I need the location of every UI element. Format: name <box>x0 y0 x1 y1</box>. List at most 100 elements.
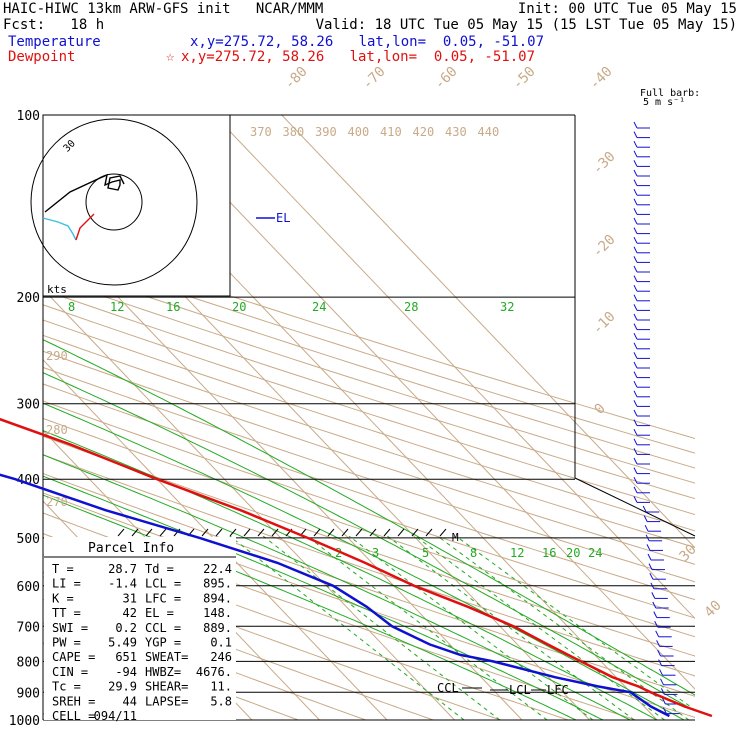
wind-barb-flag <box>633 169 638 177</box>
dry-adiabat-line <box>43 576 434 720</box>
model-title: HAIC-HIWC 13km ARW-GFS init NCAR/MMM <box>3 1 324 17</box>
isotherm-label: -70 <box>360 64 389 93</box>
wind-barb-flag <box>652 601 657 609</box>
wind-barb-flag <box>633 457 638 465</box>
wind-barb-flag <box>643 515 648 522</box>
wind-barb-flag <box>657 649 662 657</box>
wind-barb-flag <box>644 524 649 532</box>
pressure-tick-label: 100 <box>17 109 40 124</box>
pressure-tick-label: 200 <box>17 291 40 306</box>
dry-adiabat-line <box>43 350 695 565</box>
mixing-ratio-line <box>225 536 465 720</box>
dry-adiabat-line <box>43 246 695 454</box>
dry-adiabat-label: 440 <box>478 125 500 139</box>
parcel-value: 094/11 <box>94 709 137 723</box>
parcel-key: CAPE = <box>52 650 95 664</box>
mixing-ratio-grid <box>225 536 695 720</box>
parcel-info-panel: Parcel Info T = 28.7 Td = 22.4 LI = -1.4 LCL =… <box>44 537 236 723</box>
wind-barb-flag <box>633 256 638 263</box>
stable-layer-hatch <box>369 528 377 537</box>
parcel-value: 895. <box>203 577 232 591</box>
parcel-key: SREH = <box>52 694 95 708</box>
wind-barb-flag <box>658 659 663 666</box>
parcel-value: 29.9 <box>108 680 137 694</box>
wind-barb-flag <box>633 419 638 426</box>
parcel-value: 11. <box>210 680 232 694</box>
wind-barb-flag <box>655 630 660 638</box>
wind-barb-flag <box>651 592 656 599</box>
isotherm-label: 0 <box>592 401 609 418</box>
parcel-value: 0.1 <box>210 636 232 650</box>
wind-barb-flag <box>662 707 667 714</box>
pressure-tick-label: 500 <box>17 532 40 547</box>
pressure-tick-label: 700 <box>17 620 40 635</box>
mixing-ratio-line <box>450 536 695 720</box>
hodograph-trace-black <box>44 173 125 213</box>
pressure-tick-label: 900 <box>17 686 40 701</box>
mixing-ratio-label: 12 <box>510 546 524 560</box>
wind-barb-flag <box>633 371 638 378</box>
parcel-value: 4676. <box>196 665 232 679</box>
dry-adiabat-line <box>43 366 695 583</box>
dry-adiabat-line <box>43 383 695 601</box>
stable-layer-hatch <box>159 528 167 537</box>
wind-barb-flag <box>633 265 638 273</box>
stable-layer-hatch <box>425 528 433 537</box>
stable-layer-hatch <box>271 528 279 537</box>
dry-adiabat-label: 430 <box>445 125 467 139</box>
wind-barb-flag <box>633 323 638 330</box>
dry-adiabat-line <box>43 417 695 638</box>
temperature-location: x,y=275.72, 58.26 lat,lon= 0.05, -51.07 <box>190 34 545 50</box>
isotherm-line <box>213 115 695 620</box>
wind-barb-flag <box>659 668 663 676</box>
parcel-value: 42 <box>123 606 137 620</box>
wind-barb-flag <box>633 246 638 254</box>
dry-adiabat-grid <box>43 233 695 720</box>
parcel-key: T = <box>52 562 74 576</box>
hodograph-units-label: kts <box>47 283 67 296</box>
isotherm-label: 30 <box>677 542 700 565</box>
mixing-ratio-line <box>410 536 665 720</box>
stable-layer-hatch <box>201 528 209 537</box>
parcel-key: YGP = <box>145 636 181 650</box>
moist-adiabat-label: 20 <box>232 300 246 314</box>
dry-adiabat-label: 370 <box>250 125 272 139</box>
stable-layer-hatch <box>439 528 447 537</box>
parcel-key: CCL = <box>145 621 181 635</box>
mixing-ratio-label: 8 <box>470 546 477 560</box>
mixing-ratio-label: 16 <box>542 546 556 560</box>
wind-barb-flag <box>633 361 638 369</box>
init-time: Init: 00 UTC Tue 05 May 15 <box>517 1 737 17</box>
mixing-ratio-line <box>432 536 690 720</box>
wind-barb-flag <box>633 342 638 350</box>
hodograph-ring-outer <box>30 118 198 286</box>
pressure-tick-label: 300 <box>17 398 40 413</box>
dry-adiabat-line <box>43 435 695 657</box>
wind-barb-flag <box>633 150 638 158</box>
dewpoint-star-icon: ☆ <box>166 49 175 65</box>
wind-barb-flag <box>646 544 651 551</box>
parcel-key: LI = <box>52 577 81 591</box>
parcel-value: 5.49 <box>108 636 137 650</box>
isotherm-label: 40 <box>702 598 725 621</box>
wind-barb-flag <box>660 678 664 686</box>
pressure-tick-label: 600 <box>17 580 40 595</box>
stable-layer-hatch <box>145 528 153 537</box>
mixing-ratio-line <box>344 536 594 720</box>
wind-barb-flag <box>633 188 638 196</box>
isotherm-label: -20 <box>590 232 619 261</box>
wind-barb-flag <box>633 236 638 244</box>
forecast-hour: Fcst: 18 h <box>3 17 105 33</box>
stable-layer-hatch <box>411 528 419 537</box>
dry-adiabat-label: 390 <box>315 125 337 139</box>
wind-barb-flag <box>633 486 638 494</box>
wind-barb-flag <box>661 697 666 705</box>
moist-adiabat-label: 28 <box>404 300 418 314</box>
barb-legend-line1: Full barb: <box>640 88 700 99</box>
parcel-value: 148. <box>203 606 232 620</box>
wind-barb-flag <box>633 294 638 302</box>
wind-barb-flag <box>633 390 638 398</box>
moist-adiabat-label: 32 <box>500 300 514 314</box>
wind-barb-flag <box>633 121 638 129</box>
wind-barb-flag <box>633 438 638 446</box>
